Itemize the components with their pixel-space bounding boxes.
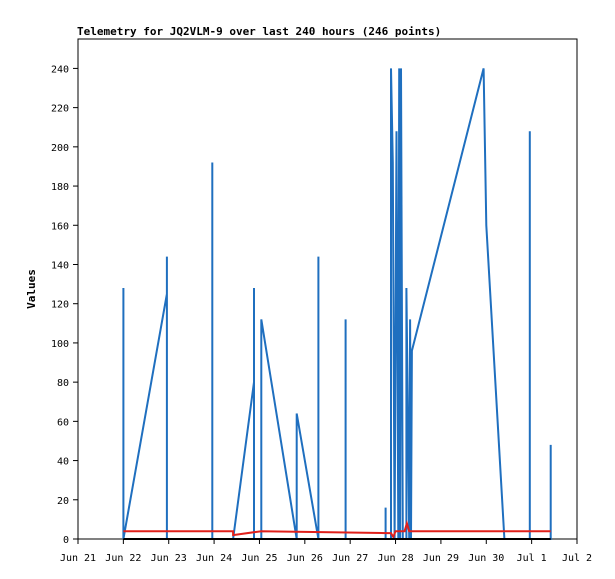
- y-axis-label: Values: [25, 269, 38, 309]
- y-tick-label: 100: [51, 339, 69, 350]
- y-tick-label: 80: [57, 378, 69, 389]
- y-tick-label: 140: [51, 260, 69, 271]
- y-axis: 0 20 40 60 80 100 120 140 160 180 200 220 240: [51, 64, 78, 546]
- x-tick-label: Jul 1: [517, 553, 547, 564]
- y-tick-label: 20: [57, 496, 69, 507]
- x-tick-label: Jul 2: [562, 553, 592, 564]
- x-axis: Jun 21 Jun 22 Jun 23 Jun 24 Jun 25 Jun 26 Jun …: [60, 539, 592, 564]
- x-tick-label: Jun 26: [287, 553, 323, 564]
- y-tick-label: 160: [51, 221, 69, 232]
- x-tick-label: Jun 28: [377, 553, 413, 564]
- series-layer: [122, 68, 552, 540]
- x-tick-label: Jun 29: [423, 553, 459, 564]
- plot-frame: [77, 38, 578, 540]
- y-tick-label: 180: [51, 182, 69, 193]
- x-tick-label: Jun 21: [60, 553, 96, 564]
- x-tick-label: Jun 22: [105, 553, 141, 564]
- series-line-2: [123, 519, 551, 540]
- x-tick-label: Jun 25: [241, 553, 277, 564]
- x-tick-label: Jun 27: [332, 553, 368, 564]
- y-tick-label: 40: [57, 457, 69, 468]
- y-tick-label: 220: [51, 104, 69, 115]
- x-tick-label: Jun 23: [151, 553, 187, 564]
- x-tick-label: Jun 30: [468, 553, 504, 564]
- y-tick-label: 240: [51, 64, 69, 75]
- x-tick-label: Jun 24: [196, 553, 232, 564]
- y-tick-label: 0: [63, 535, 69, 546]
- chart-title: Telemetry for JQ2VLM-9 over last 240 hou…: [77, 25, 441, 38]
- y-tick-label: 120: [51, 300, 69, 311]
- y-tick-label: 60: [57, 417, 69, 428]
- y-tick-label: 200: [51, 143, 69, 154]
